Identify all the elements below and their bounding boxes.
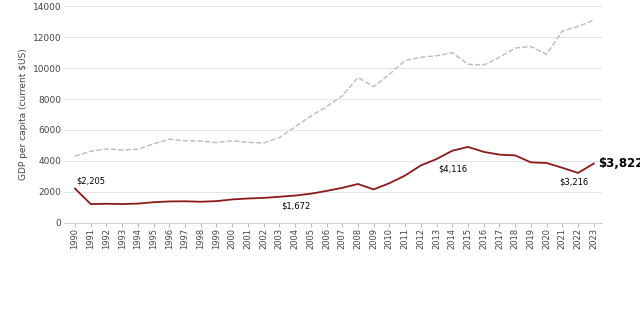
World (527, 45, 534, 48)
Middle East & North Africa (excluding high income) GDP per capita (current US$) (118, 202, 126, 206)
Middle East & North Africa (excluding high income) GDP per capita (current US$) (495, 153, 503, 156)
Middle East & North Africa (excluding high income) GDP per capita (current US$) (433, 157, 440, 161)
Middle East & North Africa (excluding high income) GDP per capita (current US$) (323, 189, 330, 193)
World (339, 94, 346, 98)
World (87, 149, 95, 153)
Middle East & North Africa (excluding high income) GDP per capita (current US$) (464, 145, 472, 149)
Middle East & North Africa (excluding high income) GDP per capita (current US$) (401, 174, 409, 177)
Middle East & North Africa (excluding high income) GDP per capita (current US$) (417, 163, 425, 167)
World (464, 62, 472, 66)
Middle East & North Africa (excluding high income) GDP per capita (current US$) (197, 200, 205, 204)
Middle East & North Africa (excluding high income) GDP per capita (current US$) (543, 161, 550, 165)
Line: Middle East & North Africa (excluding high income) GDP per capita (current US$): Middle East & North Africa (excluding hi… (75, 147, 594, 204)
World (401, 59, 409, 62)
Middle East & North Africa (excluding high income) GDP per capita (current US$) (590, 162, 598, 165)
Middle East & North Africa (excluding high income) GDP per capita (current US$) (150, 200, 157, 204)
World (323, 105, 330, 109)
Middle East & North Africa (excluding high income) GDP per capita (current US$) (480, 150, 488, 154)
World (590, 18, 598, 22)
World (275, 136, 283, 140)
Middle East & North Africa (excluding high income) GDP per capita (current US$) (511, 154, 519, 157)
World (260, 141, 268, 145)
Text: $3,822: $3,822 (598, 157, 640, 170)
Middle East & North Africa (excluding high income) GDP per capita (current US$) (527, 161, 534, 164)
Middle East & North Africa (excluding high income) GDP per capita (current US$) (212, 199, 220, 203)
World (307, 114, 315, 118)
Middle East & North Africa (excluding high income) GDP per capita (current US$) (87, 202, 95, 206)
Middle East & North Africa (excluding high income) GDP per capita (current US$) (339, 186, 346, 190)
World (370, 85, 378, 89)
World (166, 137, 173, 141)
World (102, 147, 110, 151)
Y-axis label: GDP per capita (current $US): GDP per capita (current $US) (19, 49, 28, 180)
World (417, 55, 425, 59)
Middle East & North Africa (excluding high income) GDP per capita (current US$) (385, 181, 393, 185)
World (449, 51, 456, 55)
World (291, 125, 299, 129)
World (574, 24, 582, 28)
Middle East & North Africa (excluding high income) GDP per capita (current US$) (574, 171, 582, 175)
World (559, 29, 566, 33)
Middle East & North Africa (excluding high income) GDP per capita (current US$) (449, 149, 456, 153)
World (197, 139, 205, 143)
World (118, 148, 126, 152)
Text: $1,672: $1,672 (281, 201, 310, 211)
Middle East & North Africa (excluding high income) GDP per capita (current US$) (166, 199, 173, 203)
World (71, 154, 79, 158)
World (433, 54, 440, 58)
Text: $3,216: $3,216 (559, 177, 588, 187)
Middle East & North Africa (excluding high income) GDP per capita (current US$) (370, 188, 378, 191)
Line: World: World (75, 20, 594, 156)
World (354, 75, 362, 79)
Middle East & North Africa (excluding high income) GDP per capita (current US$) (181, 199, 189, 203)
Middle East & North Africa (excluding high income) GDP per capita (current US$) (559, 166, 566, 170)
World (543, 52, 550, 56)
Middle East & North Africa (excluding high income) GDP per capita (current US$) (291, 194, 299, 197)
Middle East & North Africa (excluding high income) GDP per capita (current US$) (260, 196, 268, 200)
World (480, 63, 488, 67)
Middle East & North Africa (excluding high income) GDP per capita (current US$) (134, 202, 141, 205)
Middle East & North Africa (excluding high income) GDP per capita (current US$) (228, 197, 236, 201)
Middle East & North Africa (excluding high income) GDP per capita (current US$) (354, 182, 362, 186)
Middle East & North Africa (excluding high income) GDP per capita (current US$) (102, 202, 110, 206)
Middle East & North Africa (excluding high income) GDP per capita (current US$) (244, 197, 252, 200)
World (385, 73, 393, 76)
Text: $4,116: $4,116 (438, 164, 467, 173)
Middle East & North Africa (excluding high income) GDP per capita (current US$) (307, 192, 315, 196)
World (244, 140, 252, 144)
World (212, 141, 220, 144)
World (181, 139, 189, 143)
World (150, 142, 157, 146)
World (134, 147, 141, 151)
World (228, 139, 236, 143)
Text: $2,205: $2,205 (77, 177, 106, 186)
Middle East & North Africa (excluding high income) GDP per capita (current US$) (71, 187, 79, 190)
World (511, 46, 519, 50)
World (495, 55, 503, 59)
Middle East & North Africa (excluding high income) GDP per capita (current US$) (275, 195, 283, 199)
